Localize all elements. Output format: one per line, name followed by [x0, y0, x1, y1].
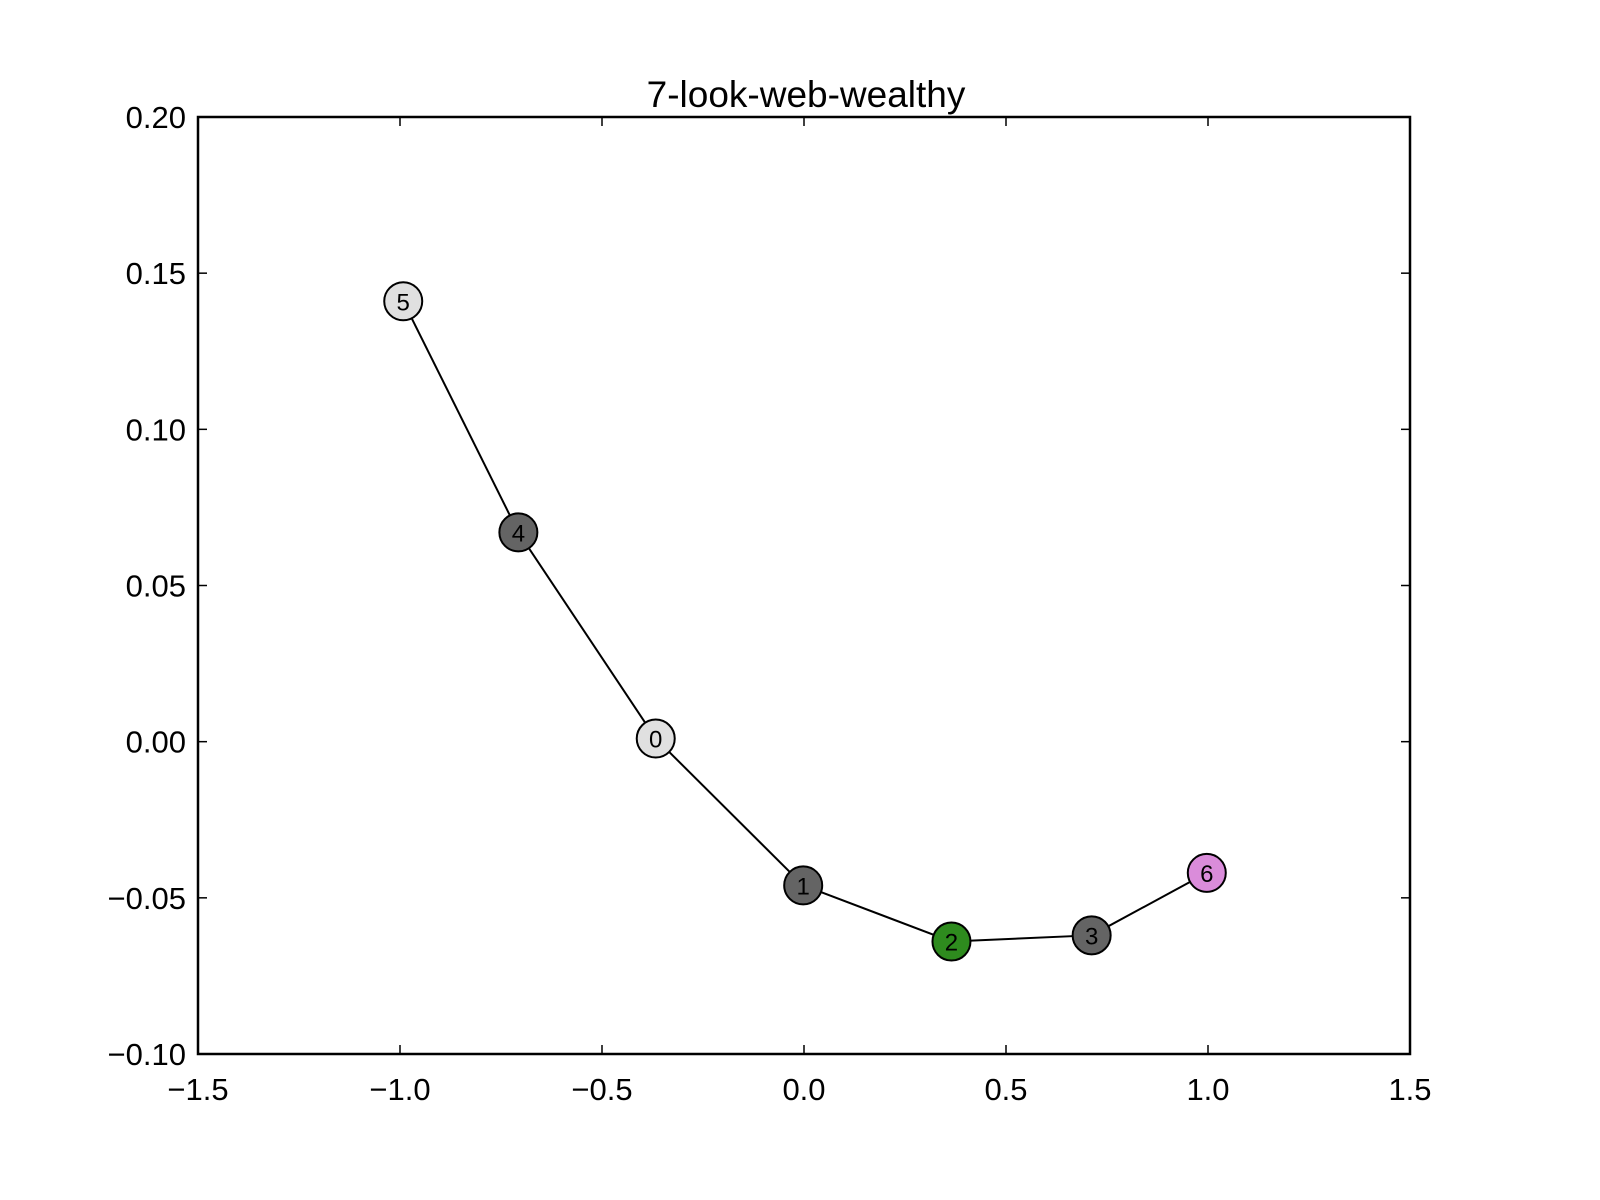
- edge-group: [402, 300, 1208, 943]
- node-marker: [783, 865, 824, 906]
- node-label: 0: [649, 727, 662, 754]
- node-marker: [498, 512, 539, 553]
- x-tick-label: −1.0: [369, 1072, 430, 1107]
- node-marker: [1071, 915, 1112, 956]
- edge-line: [517, 531, 657, 740]
- edge-line: [802, 884, 952, 943]
- x-tick-label: 0.5: [984, 1072, 1027, 1107]
- node-label: 6: [1200, 861, 1213, 888]
- y-tick-label: 0.05: [126, 569, 186, 604]
- x-tick-label: −1.5: [167, 1072, 228, 1107]
- y-tick-label: 0.00: [126, 725, 186, 760]
- y-axis: −0.10 −0.05 0.00 0.05 0.10 0.15 0.20: [108, 100, 1410, 1072]
- x-tick-label: 1.5: [1388, 1072, 1431, 1107]
- y-tick-label: 0.10: [126, 412, 186, 447]
- node-label: 1: [797, 873, 810, 900]
- edge-line: [655, 737, 804, 887]
- x-tick-label: −0.5: [571, 1072, 632, 1107]
- node-marker: [1186, 852, 1227, 893]
- y-tick-label: 0.20: [126, 100, 186, 135]
- edge-line: [951, 934, 1092, 943]
- plot-frame: [196, 115, 1412, 1056]
- x-tick-label: 1.0: [1186, 1072, 1229, 1107]
- node-marker: [931, 921, 972, 962]
- node-group: 0 1 2 3 4 5 6: [383, 281, 1227, 962]
- y-tick-label: −0.10: [108, 1037, 186, 1072]
- edge-line: [402, 300, 520, 533]
- x-axis: −1.5 −1.0 −0.5 0.0 0.5 1.0 1.5: [167, 117, 1432, 1107]
- node-marker: [383, 281, 424, 322]
- node-label: 2: [945, 930, 958, 957]
- node-marker: [635, 718, 676, 759]
- node-label: 4: [512, 520, 525, 547]
- y-tick-label: −0.05: [108, 881, 186, 916]
- node-label: 5: [397, 289, 410, 316]
- y-tick-label: 0.15: [126, 256, 186, 291]
- chart-title: 7-look-web-wealthy: [647, 74, 966, 115]
- edge-line: [1091, 871, 1208, 937]
- x-tick-label: 0.0: [782, 1072, 825, 1107]
- node-label: 3: [1085, 923, 1098, 950]
